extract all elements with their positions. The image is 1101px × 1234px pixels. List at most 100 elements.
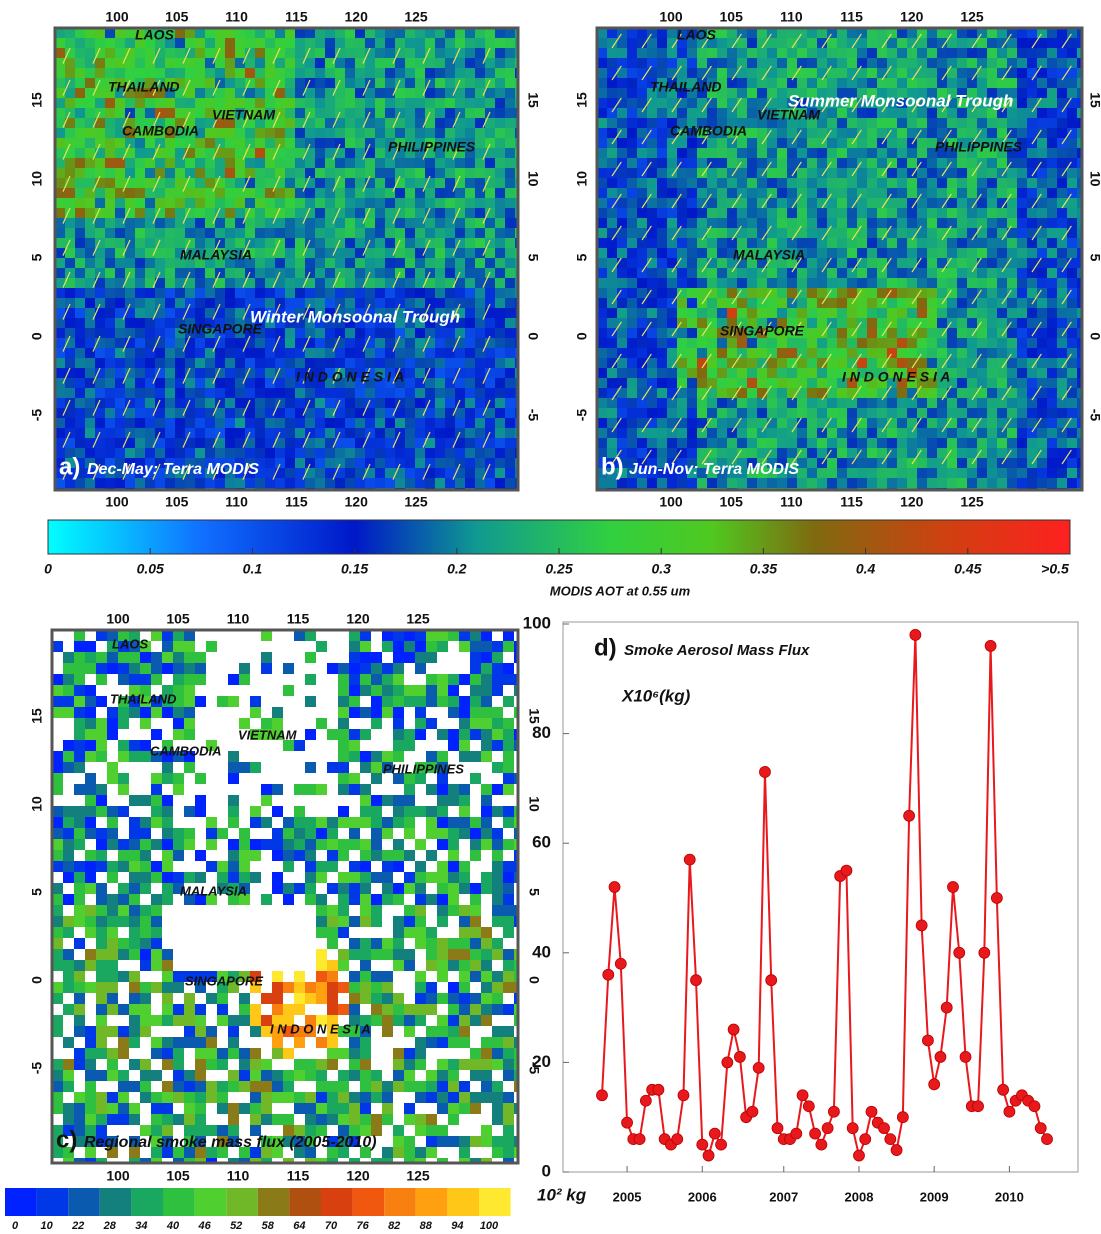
map-tile (1037, 438, 1047, 448)
map-tile (927, 308, 937, 318)
map-tile (617, 58, 627, 68)
map-tile (425, 158, 435, 168)
map-tile (475, 458, 485, 468)
map-tile (295, 128, 305, 138)
map-tile (1027, 118, 1037, 128)
map-tile (75, 78, 85, 88)
map-tile (455, 158, 465, 168)
map-tile (657, 338, 667, 348)
map-tile (697, 328, 707, 338)
map-tile (465, 198, 475, 208)
map-tile (897, 168, 907, 178)
map-tile (285, 178, 295, 188)
map-tile (717, 348, 727, 358)
map-tile (105, 428, 115, 438)
map-tile (215, 138, 225, 148)
map-tile (817, 318, 827, 328)
map-tile (737, 378, 747, 388)
map-tile (777, 128, 787, 138)
map-tile (465, 188, 475, 198)
map-tile (505, 238, 515, 248)
map-tile (857, 358, 867, 368)
map-tile (455, 128, 465, 138)
map-tile (155, 478, 165, 488)
map-tile (627, 428, 637, 438)
map-tile (165, 228, 175, 238)
map-tile (697, 268, 707, 278)
map-tile (717, 178, 727, 188)
map-tile (295, 208, 305, 218)
map-tile (435, 268, 445, 278)
map-tile (255, 78, 265, 88)
map-tile (425, 448, 435, 458)
map-tile (837, 428, 847, 438)
map-tile (275, 378, 285, 388)
map-tile (115, 418, 125, 428)
map-tile (265, 368, 275, 378)
map-tile (1037, 278, 1047, 288)
map-tile (1027, 188, 1037, 198)
map-tile (105, 98, 115, 108)
map-tile (185, 158, 195, 168)
map-tile (275, 408, 285, 418)
map-tile (1047, 208, 1057, 218)
map-tile (957, 438, 967, 448)
map-tile (195, 288, 205, 298)
map-tile (967, 248, 977, 258)
map-tile (65, 358, 75, 368)
map-tile (697, 278, 707, 288)
map-tile (647, 128, 657, 138)
map-tile (887, 188, 897, 198)
map-tile (285, 468, 295, 478)
map-tile (947, 398, 957, 408)
map-tile (807, 278, 817, 288)
map-tile (475, 78, 485, 88)
map-tile (827, 308, 837, 318)
map-tile (717, 478, 727, 488)
map-tile (1007, 128, 1017, 138)
map-tile (667, 378, 677, 388)
map-tile (1027, 338, 1037, 348)
map-tile (1007, 248, 1017, 258)
map-tile (887, 58, 897, 68)
map-tile (375, 428, 385, 438)
map-tile (145, 178, 155, 188)
map-tile (1027, 68, 1037, 78)
map-tile (687, 218, 697, 228)
map-tile (195, 268, 205, 278)
map-tile (1027, 308, 1037, 318)
map-tile (627, 98, 637, 108)
map-tile (917, 298, 927, 308)
map-tile (847, 68, 857, 78)
country-label: THAILAND (108, 79, 180, 95)
map-tile (677, 338, 687, 348)
map-tile (737, 278, 747, 288)
map-tile (225, 358, 235, 368)
map-tile (235, 128, 245, 138)
map-tile (475, 128, 485, 138)
map-tile (1057, 108, 1067, 118)
map-tile (937, 208, 947, 218)
map-tile (1017, 228, 1027, 238)
map-tile (235, 338, 245, 348)
map-tile (807, 38, 817, 48)
map-tile (917, 138, 927, 148)
map-tile (255, 438, 265, 448)
map-tile (877, 408, 887, 418)
map-tile (135, 348, 145, 358)
map-tile (495, 418, 505, 428)
map-tile (867, 128, 877, 138)
map-tile (917, 58, 927, 68)
lon-label: 115 (840, 9, 863, 25)
map-tile (435, 378, 445, 388)
map-tile (837, 78, 847, 88)
map-tile (807, 428, 817, 438)
map-tile (1047, 278, 1057, 288)
map-tile (95, 58, 105, 68)
map-tile (897, 118, 907, 128)
map-tile (1007, 358, 1017, 368)
map-tile (707, 428, 717, 438)
map-tile (947, 38, 957, 48)
map-tile (1007, 408, 1017, 418)
map-tile (195, 108, 205, 118)
